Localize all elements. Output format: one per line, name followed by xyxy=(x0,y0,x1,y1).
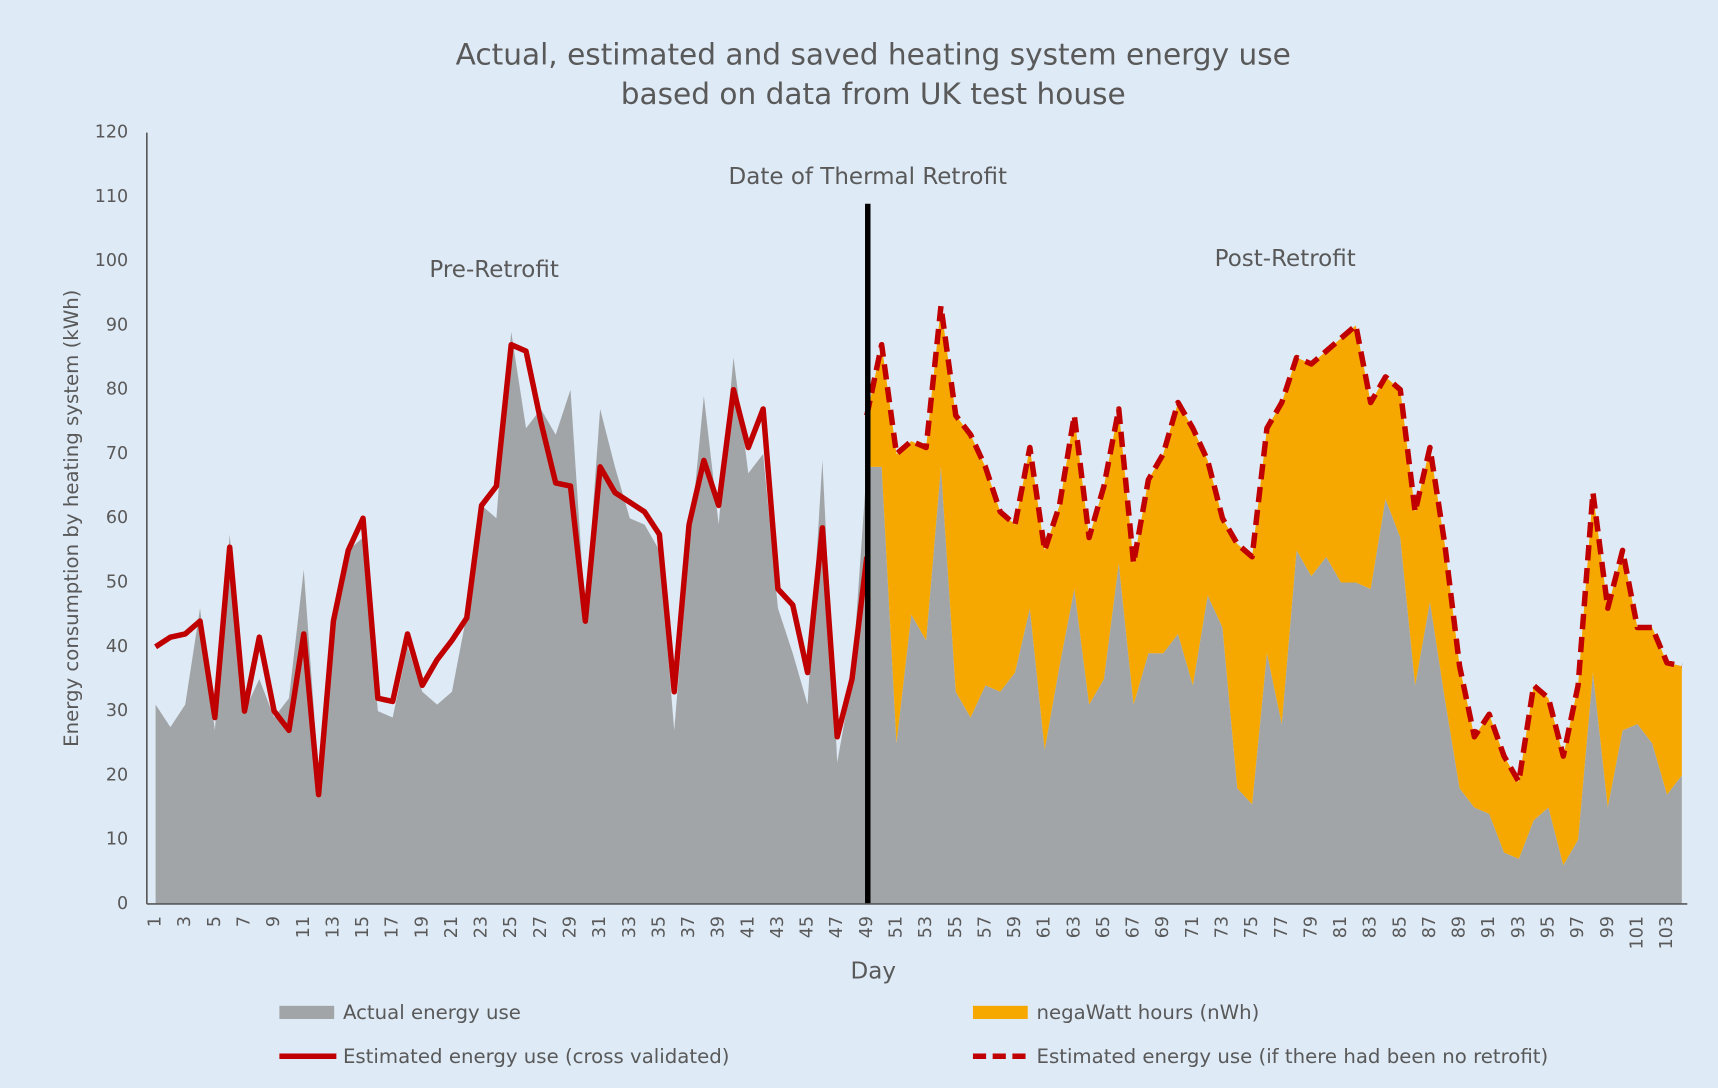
x-tick-label: 5 xyxy=(205,916,225,927)
x-tick-label: 59 xyxy=(1005,916,1025,938)
x-tick-label: 13 xyxy=(323,916,343,938)
x-tick-label: 51 xyxy=(886,916,906,938)
x-tick-label: 43 xyxy=(768,916,788,938)
x-axis-label: Day xyxy=(851,958,896,984)
x-tick-label: 47 xyxy=(827,916,847,938)
y-tick-label: 120 xyxy=(95,123,128,143)
y-tick-label: 40 xyxy=(106,637,128,657)
legend-swatch xyxy=(972,1005,1028,1019)
x-tick-label: 85 xyxy=(1390,916,1410,938)
x-tick-label: 37 xyxy=(679,916,699,938)
x-tick-label: 83 xyxy=(1361,916,1381,938)
y-tick-label: 110 xyxy=(95,187,128,207)
x-tick-label: 35 xyxy=(649,916,669,938)
x-tick-label: 29 xyxy=(560,916,580,938)
x-tick-label: 23 xyxy=(472,916,492,938)
x-tick-label: 65 xyxy=(1094,916,1114,938)
annotation: Post-Retrofit xyxy=(1215,246,1356,272)
y-axis-label: Energy consumption by heating system (kW… xyxy=(60,290,83,747)
x-tick-label: 21 xyxy=(442,916,462,938)
x-tick-label: 79 xyxy=(1301,916,1321,938)
x-tick-label: 93 xyxy=(1509,916,1529,938)
x-tick-label: 49 xyxy=(857,916,877,938)
x-tick-label: 39 xyxy=(709,916,729,938)
x-tick-label: 101 xyxy=(1627,916,1647,949)
x-tick-label: 75 xyxy=(1242,916,1262,938)
x-tick-label: 9 xyxy=(264,916,284,927)
x-tick-label: 99 xyxy=(1598,916,1618,938)
x-tick-label: 15 xyxy=(353,916,373,938)
legend-label: Estimated energy use (cross validated) xyxy=(343,1045,730,1068)
y-tick-label: 90 xyxy=(106,315,128,335)
y-tick-label: 80 xyxy=(106,380,128,400)
annotation: Pre-Retrofit xyxy=(429,257,559,283)
x-tick-label: 89 xyxy=(1450,916,1470,938)
x-tick-label: 71 xyxy=(1183,916,1203,938)
legend-swatch xyxy=(279,1005,335,1019)
area xyxy=(155,331,1682,904)
x-tick-label: 87 xyxy=(1420,916,1440,938)
x-tick-label: 31 xyxy=(590,916,610,938)
x-tick-label: 69 xyxy=(1153,916,1173,938)
x-tick-label: 95 xyxy=(1538,916,1558,938)
x-tick-label: 91 xyxy=(1479,916,1499,938)
x-tick-label: 19 xyxy=(412,916,432,938)
x-tick-label: 67 xyxy=(1124,916,1144,938)
line xyxy=(154,341,870,798)
chart-title: Actual, estimated and saved heating syst… xyxy=(456,37,1291,71)
x-tick-label: 45 xyxy=(798,916,818,938)
y-tick-label: 0 xyxy=(117,894,128,914)
legend: Actual energy use negaWatt hours (nWh) Est… xyxy=(279,1001,1548,1068)
y-tick-label: 30 xyxy=(106,701,128,721)
x-tick-label: 1 xyxy=(146,916,166,927)
x-tick-label: 17 xyxy=(383,916,403,938)
y-tick-label: 70 xyxy=(106,444,128,464)
legend-label: Actual energy use xyxy=(343,1001,521,1024)
x-tick-label: 7 xyxy=(234,916,254,927)
x-tick-label: 61 xyxy=(1035,916,1055,938)
x-tick-label: 73 xyxy=(1212,916,1232,938)
line xyxy=(864,303,1683,785)
x-tick-label: 25 xyxy=(501,916,521,938)
x-tick-label: 81 xyxy=(1331,916,1351,938)
x-tick-label: 53 xyxy=(916,916,936,938)
annotation: Date of Thermal Retrofit xyxy=(729,164,1007,190)
x-tick-label: 11 xyxy=(294,916,314,938)
y-tick-label: 10 xyxy=(106,830,128,850)
x-tick-label: 3 xyxy=(175,916,195,927)
x-tick-label: 77 xyxy=(1272,916,1292,938)
x-tick-label: 57 xyxy=(975,916,995,938)
x-tick-label: 97 xyxy=(1568,916,1588,938)
legend-label: Estimated energy use (if there had been … xyxy=(1036,1045,1548,1068)
x-tick-label: 33 xyxy=(620,916,640,938)
y-tick-label: 60 xyxy=(106,508,128,528)
x-tick-label: 63 xyxy=(1064,916,1084,938)
y-tick-label: 100 xyxy=(95,251,128,271)
x-tick-label: 103 xyxy=(1657,916,1677,949)
x-tick-label: 27 xyxy=(531,916,551,938)
x-tick-label: 41 xyxy=(738,916,758,938)
y-tick-label: 20 xyxy=(106,765,128,785)
y-tick-label: 50 xyxy=(106,573,128,593)
plot-area xyxy=(154,303,1683,904)
x-tick-label: 55 xyxy=(946,916,966,938)
legend-label: negaWatt hours (nWh) xyxy=(1036,1001,1259,1024)
chart-subtitle: based on data from UK test house xyxy=(621,77,1126,111)
